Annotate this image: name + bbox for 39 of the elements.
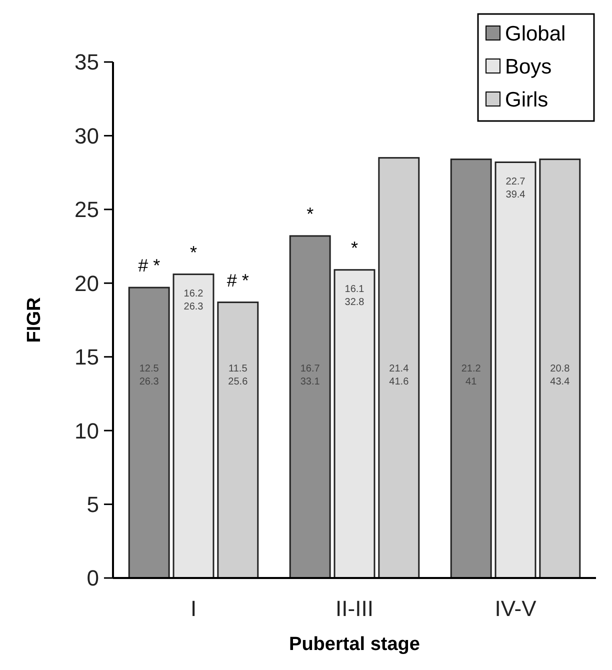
- y-tick-label: 0: [86, 566, 99, 591]
- y-tick-label: 35: [74, 50, 99, 75]
- y-tick-label: 25: [74, 197, 99, 222]
- annotation: 11.5 25.6: [228, 364, 248, 388]
- annotation: 20.8 43.4: [550, 364, 570, 388]
- annotation: 21.4 41.6: [389, 364, 410, 388]
- annotation: *: [190, 242, 198, 262]
- annotation: *: [350, 238, 358, 258]
- annotation: *: [306, 204, 314, 224]
- y-tick-label: 30: [74, 123, 99, 148]
- bar: [334, 269, 376, 579]
- annotation: # *: [138, 256, 160, 276]
- bar: [539, 158, 581, 579]
- y-tick-label: 5: [86, 492, 99, 517]
- bar: [450, 158, 492, 579]
- bar: [172, 274, 214, 579]
- annotation: 21.2 41: [461, 364, 482, 388]
- y-tick-label: 20: [74, 270, 99, 296]
- bar: [289, 235, 331, 579]
- annotation: 12.5 26.3: [139, 364, 160, 388]
- bar: [128, 286, 170, 579]
- annotation: 22.7 39.4: [506, 176, 526, 200]
- bar: [494, 162, 536, 579]
- y-tick-label: 10: [74, 418, 99, 444]
- annotation: # *: [226, 270, 249, 290]
- legend-label: Global: [505, 22, 566, 46]
- y-axis-title: FIGR: [24, 297, 45, 343]
- annotation: 16.1 32.8: [344, 284, 365, 308]
- annotation: 16.7 33.1: [300, 364, 320, 388]
- bar: [217, 302, 259, 579]
- x-tick-label: IV-V: [494, 596, 537, 621]
- x-tick-label: II-III: [336, 596, 374, 621]
- bar: [378, 157, 420, 579]
- legend-label: Boys: [505, 55, 552, 78]
- legend-label: Girls: [505, 88, 548, 112]
- annotation: 16.2 26.3: [184, 288, 204, 312]
- x-axis-title: Pubertal stage: [289, 634, 420, 655]
- x-tick-label: I: [190, 596, 197, 621]
- y-tick-label: 15: [74, 344, 99, 370]
